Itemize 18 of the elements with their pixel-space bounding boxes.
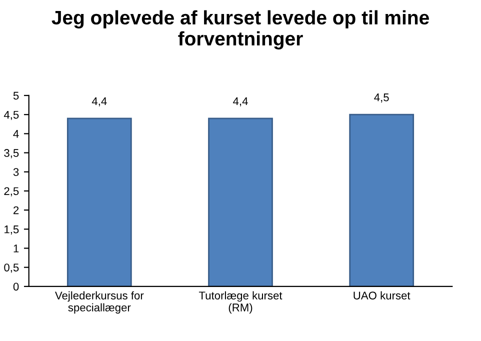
y-tick-label: 0 (13, 282, 19, 291)
y-tick-label: 2 (14, 206, 19, 214)
y-tick-label: 0,5 (4, 264, 19, 273)
x-tick-label: UAO kurset (354, 291, 410, 300)
y-tick-label: 5 (13, 92, 19, 100)
data-label: 4,4 (233, 97, 248, 106)
data-label: 4,5 (374, 94, 389, 103)
chart-title: Jeg oplevede af kurset levede op til mine forventninger (52, 10, 429, 50)
y-tick-label: 2,5 (4, 187, 19, 196)
x-tick-label: Tutorlæge kurset (RM) (198, 291, 282, 314)
data-label: 4,4 (92, 97, 107, 106)
y-tick-label: 1 (14, 244, 19, 252)
y-tick-label: 4,5 (4, 110, 19, 120)
y-tick-label: 4 (13, 130, 19, 138)
y-tick-label: 1,5 (4, 226, 19, 235)
y-tick-label: 3 (13, 168, 19, 176)
y-tick-label: 3,5 (4, 149, 19, 158)
x-tick-label: Vejlederkursus for speciallæger (54, 291, 144, 314)
